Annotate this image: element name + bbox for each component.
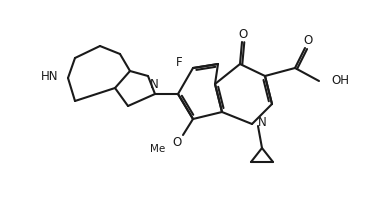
- Text: N: N: [150, 78, 158, 92]
- Text: O: O: [238, 27, 248, 41]
- Text: N: N: [258, 116, 267, 129]
- Text: F: F: [176, 56, 182, 68]
- Text: HN: HN: [40, 70, 58, 83]
- Text: O: O: [303, 35, 313, 48]
- Text: Me: Me: [150, 144, 165, 154]
- Text: O: O: [172, 135, 182, 149]
- Text: OH: OH: [331, 73, 349, 86]
